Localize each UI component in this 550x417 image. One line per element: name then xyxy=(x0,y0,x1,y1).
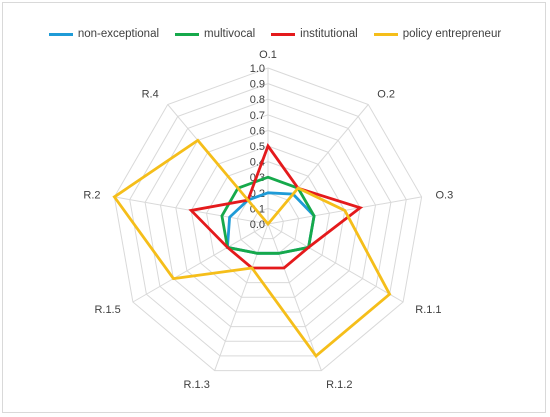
category-label: R.1.3 xyxy=(184,379,210,391)
grid-spoke xyxy=(132,223,269,303)
category-label: R.1.5 xyxy=(94,304,120,316)
grid-ring xyxy=(252,207,284,240)
legend-item-institutional: institutional xyxy=(271,26,358,42)
tick-label: 0.7 xyxy=(250,110,265,122)
legend: non-exceptional multivocal institutional… xyxy=(0,26,550,42)
grid-spoke xyxy=(267,223,404,303)
tick-label: 0.9 xyxy=(250,79,265,91)
grid-ring xyxy=(144,98,392,342)
legend-swatch xyxy=(373,32,398,36)
tick-label: 1.0 xyxy=(250,63,265,75)
grid-ring xyxy=(190,145,346,298)
category-label: O.1 xyxy=(259,49,277,61)
grid-spoke xyxy=(267,223,322,371)
legend-item-non-exceptional: non-exceptional xyxy=(48,26,160,42)
legend-label: institutional xyxy=(300,28,358,40)
legend-swatch xyxy=(48,32,73,36)
tick-label: 0.0 xyxy=(250,219,265,231)
tick-label: 0.6 xyxy=(250,125,265,137)
legend-item-policy-entrepreneur: policy entrepreneur xyxy=(373,26,502,42)
legend-label: policy entrepreneur xyxy=(402,28,502,40)
grid-ring xyxy=(175,129,361,313)
category-label: R.1.2 xyxy=(326,379,352,391)
category-label: O.2 xyxy=(377,89,395,101)
grid-ring xyxy=(129,83,407,357)
category-label: R.1.1 xyxy=(415,304,441,316)
legend-label: non-exceptional xyxy=(77,28,160,40)
category-label: R.2 xyxy=(83,189,100,201)
legend-swatch xyxy=(271,32,296,36)
tick-label: 0.5 xyxy=(250,141,265,153)
category-label: O.3 xyxy=(435,189,453,201)
tick-label: 0.8 xyxy=(250,94,265,106)
category-label: R.4 xyxy=(142,89,159,101)
grid-ring xyxy=(113,67,423,372)
legend-swatch xyxy=(175,32,200,36)
series-line-policy-entrepreneur xyxy=(112,138,392,358)
series-line-institutional xyxy=(188,143,364,270)
legend-label: multivocal xyxy=(204,28,256,40)
grid-spoke xyxy=(214,223,269,371)
legend-item-multivocal: multivocal xyxy=(175,26,255,42)
grid-ring xyxy=(159,114,377,328)
